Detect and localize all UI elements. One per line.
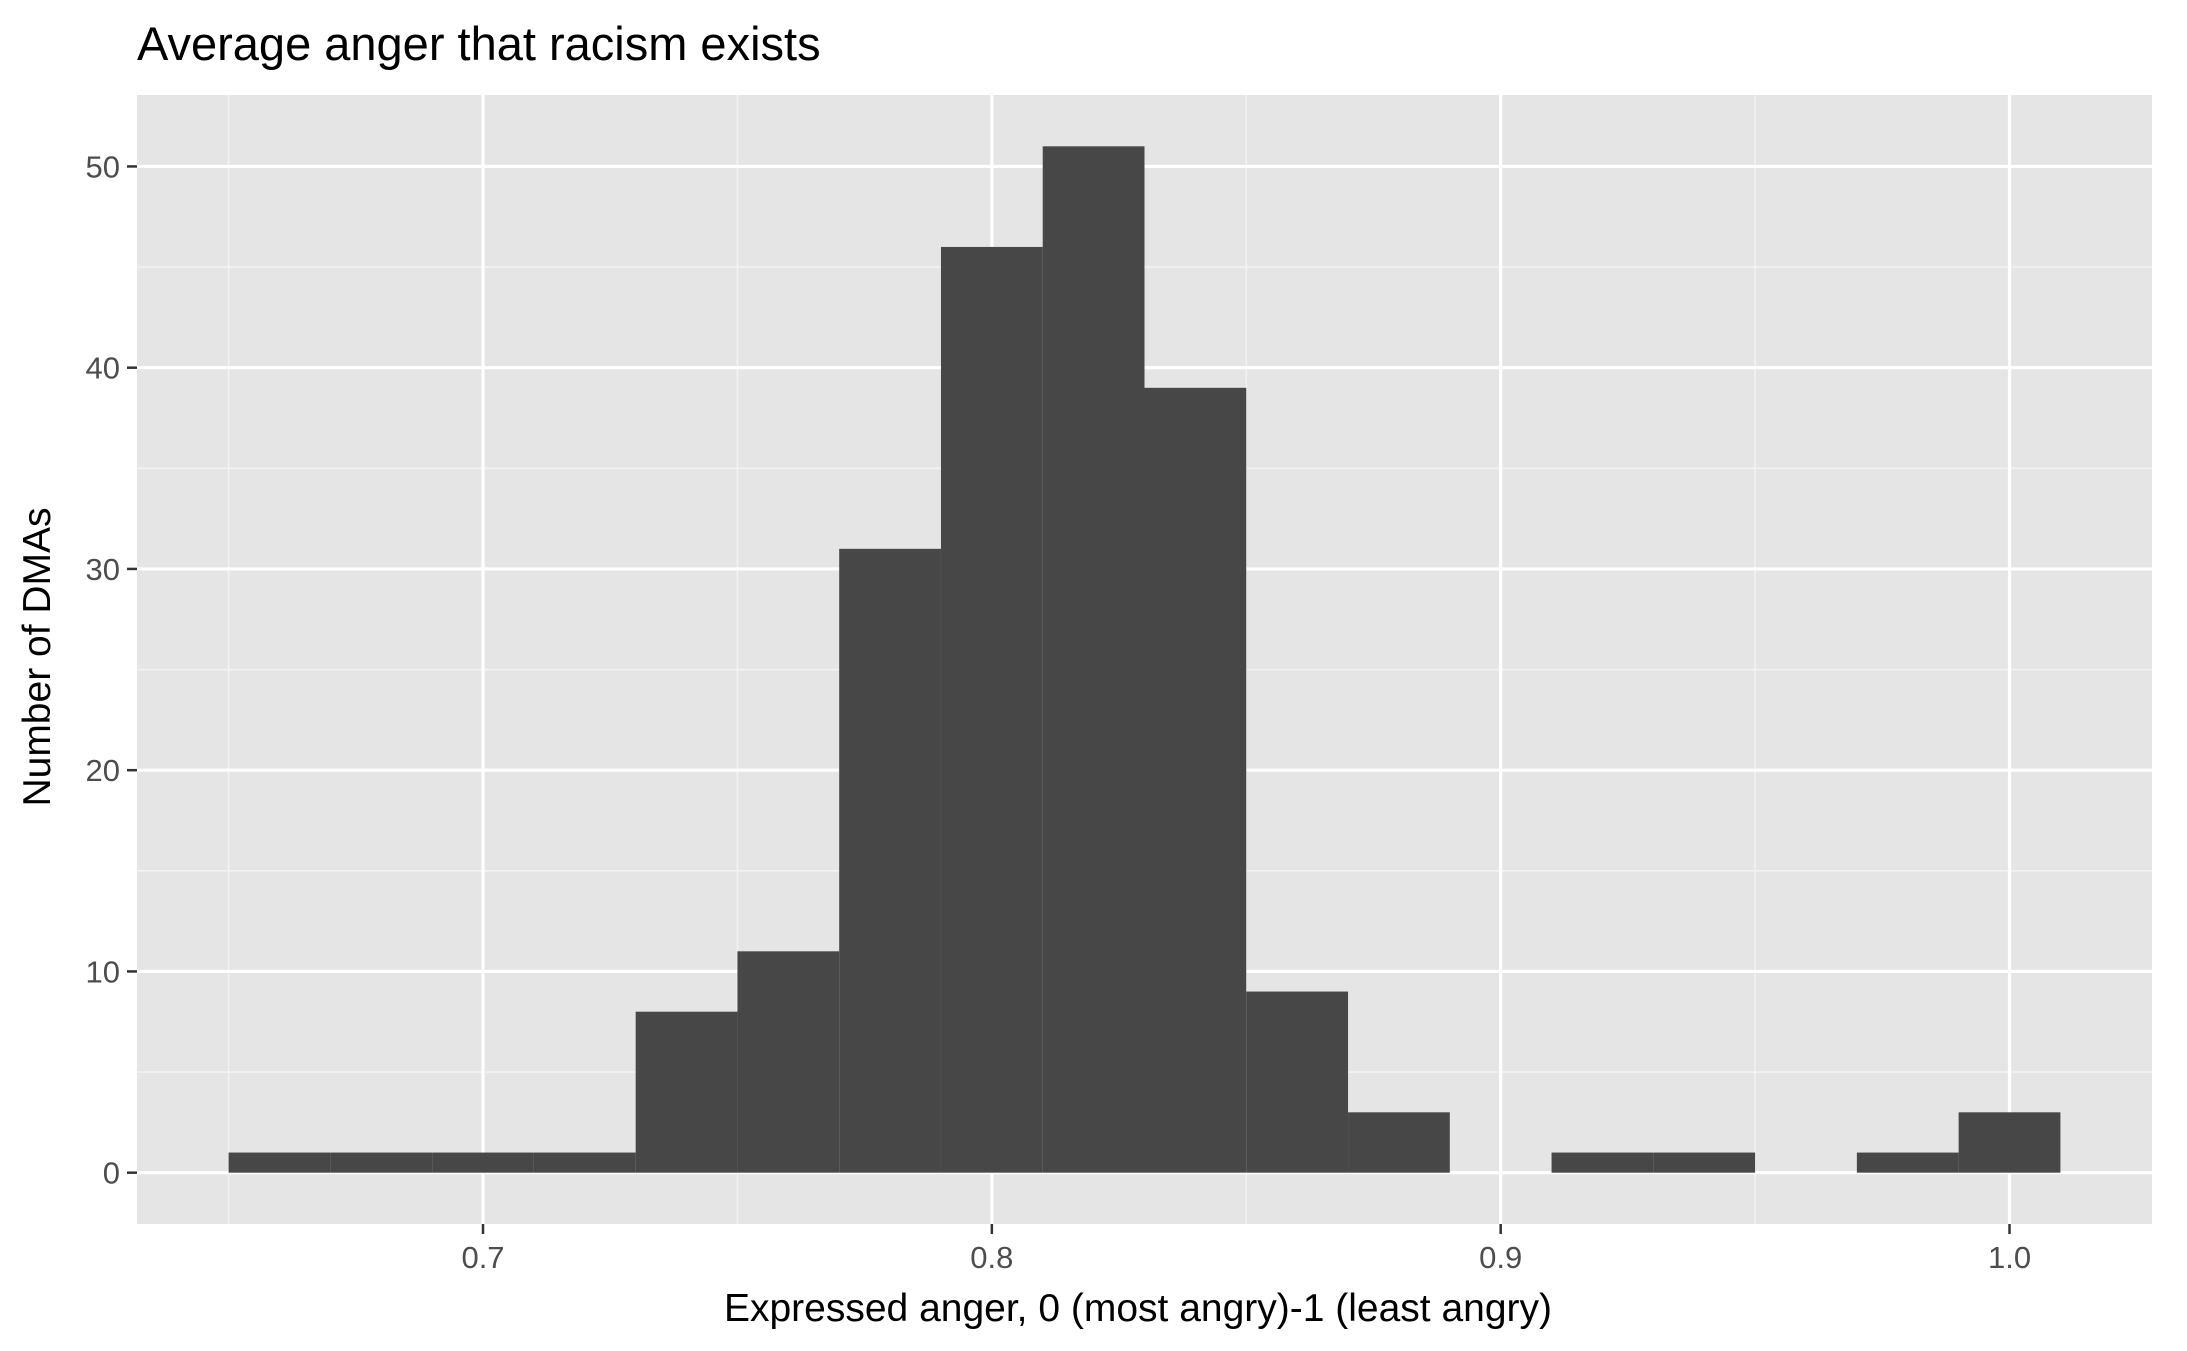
y-axis-title: Number of DMAs <box>16 507 59 806</box>
histogram-bar <box>940 246 1043 1173</box>
y-axis: 0 10 20 30 40 50 <box>86 149 137 1191</box>
histogram-bars <box>228 146 2061 1173</box>
histogram-bar <box>1348 1112 1450 1173</box>
histogram-bar <box>1551 1152 1654 1173</box>
y-tick-label: 30 <box>86 552 120 587</box>
histogram-bar <box>1042 146 1145 1173</box>
x-axis-title: Expressed anger, 0 (most angry)-1 (least… <box>724 1287 1552 1330</box>
x-tick-label: 1.0 <box>1988 1240 2031 1275</box>
histogram-bar <box>635 1011 738 1173</box>
x-axis: 0.7 0.8 0.9 1.0 <box>461 1224 2031 1275</box>
histogram-bar <box>839 548 941 1173</box>
histogram-bar <box>1958 1112 2061 1173</box>
chart-title: Average anger that racism exists <box>137 17 821 70</box>
histogram-bar <box>533 1152 636 1173</box>
x-tick-label: 0.7 <box>461 1240 504 1275</box>
histogram-bar <box>432 1152 534 1173</box>
histogram-bar <box>1144 387 1247 1173</box>
y-tick-label: 0 <box>103 1156 120 1191</box>
y-tick-label: 40 <box>86 351 120 386</box>
histogram-bar <box>737 951 840 1173</box>
histogram-bar <box>1653 1152 1756 1173</box>
histogram-bar <box>1246 991 1349 1173</box>
x-tick-label: 0.8 <box>970 1240 1013 1275</box>
histogram-bar <box>228 1152 331 1173</box>
y-tick-label: 10 <box>86 954 120 989</box>
y-tick-label: 20 <box>86 753 120 788</box>
histogram-bar <box>330 1152 433 1173</box>
x-tick-label: 0.9 <box>1479 1240 1522 1275</box>
histogram-bar <box>1856 1152 1959 1173</box>
y-tick-label: 50 <box>86 149 120 184</box>
